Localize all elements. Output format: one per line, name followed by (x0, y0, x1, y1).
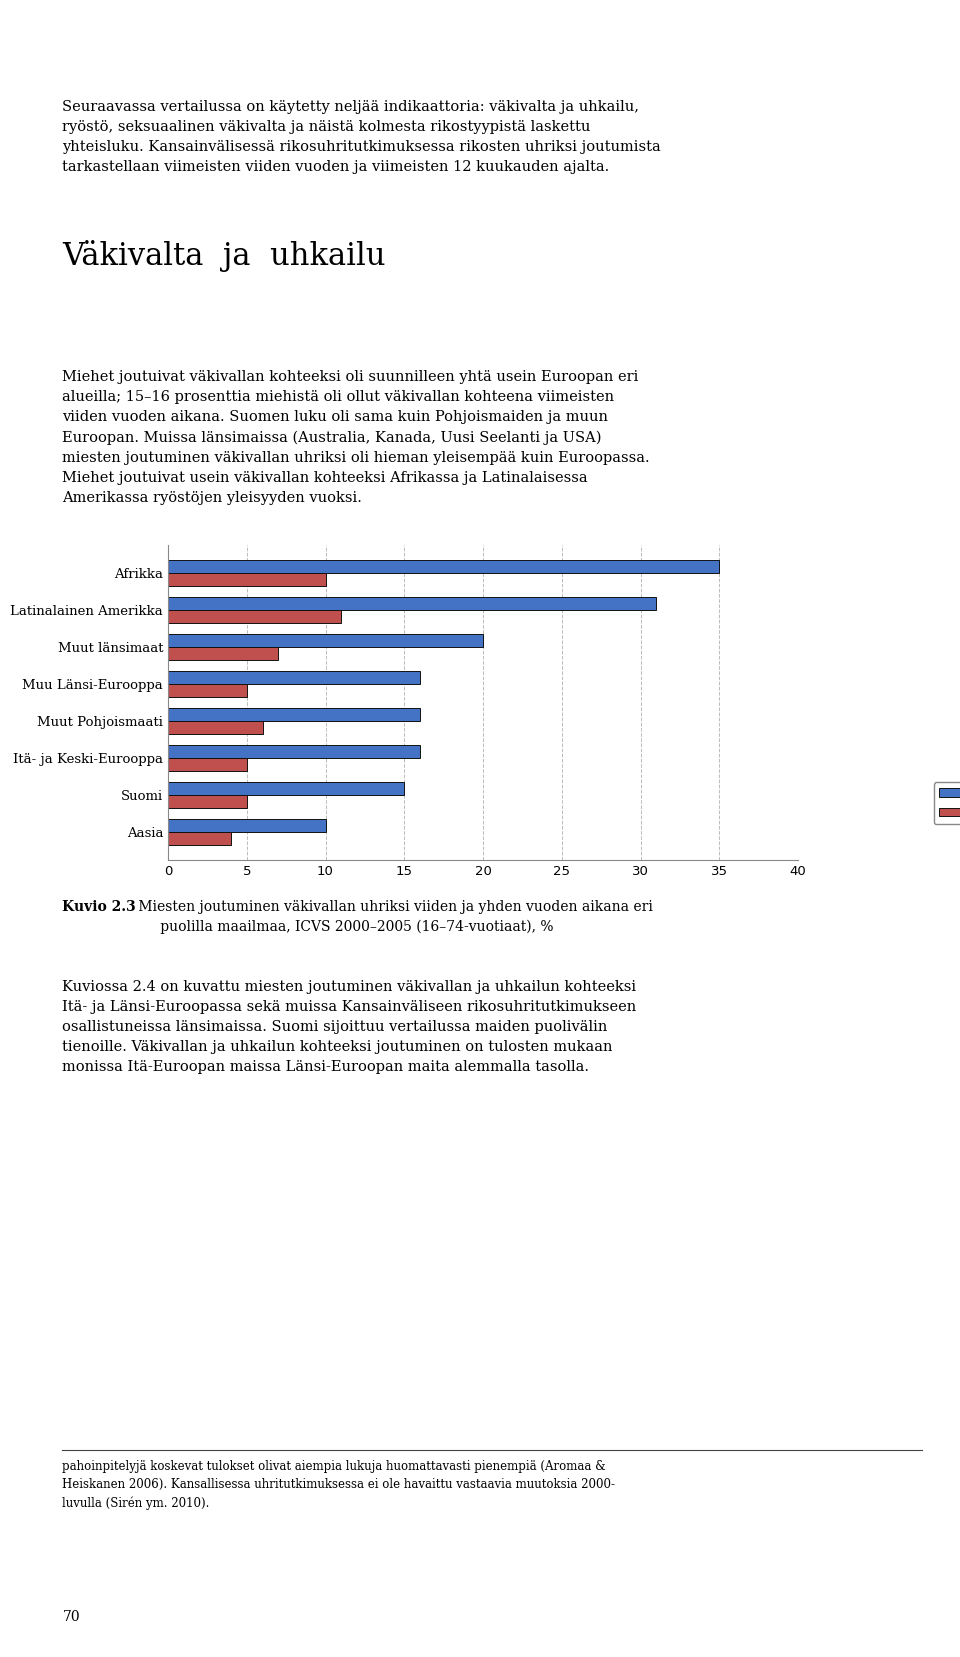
Bar (168, 746, 420, 759)
Bar (168, 635, 483, 646)
Bar (168, 560, 719, 573)
Bar (168, 832, 231, 845)
Text: pahoinpitelyjä koskevat tulokset olivat aiempia lukuja huomattavasti pienempiä (: pahoinpitelyjä koskevat tulokset olivat … (62, 1460, 615, 1510)
Text: Miehet joutuivat väkivallan kohteeksi oli suunnilleen yhtä usein Euroopan eri
al: Miehet joutuivat väkivallan kohteeksi ol… (62, 370, 650, 505)
Bar (168, 721, 262, 734)
Text: 70: 70 (62, 1611, 80, 1624)
Bar (168, 708, 420, 721)
Bar (168, 759, 247, 771)
Bar (168, 795, 247, 809)
Bar (168, 684, 247, 698)
Bar (168, 610, 341, 623)
Text: Kuvio 2.3: Kuvio 2.3 (62, 900, 136, 915)
Text: Kuviossa 2.4 on kuvattu miesten joutuminen väkivallan ja uhkailun kohteeksi
Itä-: Kuviossa 2.4 on kuvattu miesten joutumin… (62, 979, 636, 1074)
Text: Miesten joutuminen väkivallan uhriksi viiden ja yhden vuoden aikana eri
      pu: Miesten joutuminen väkivallan uhriksi vi… (134, 900, 653, 935)
Text: Seuraavassa vertailussa on käytetty neljää indikaattoria: väkivalta ja uhkailu,
: Seuraavassa vertailussa on käytetty nelj… (62, 99, 661, 174)
Bar (168, 782, 404, 795)
Bar (168, 819, 325, 832)
Text: Väkivalta  ja  uhkailu: Väkivalta ja uhkailu (62, 240, 386, 272)
Bar (168, 671, 420, 684)
Legend: 5 vuotta, 1 vuotta: 5 vuotta, 1 vuotta (934, 782, 960, 825)
Bar (168, 646, 278, 659)
Bar (168, 573, 325, 587)
Bar (168, 597, 657, 610)
